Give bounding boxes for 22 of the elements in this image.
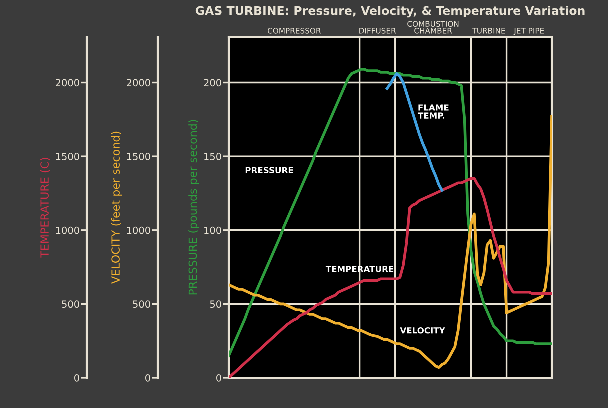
y-tick-label: 0 bbox=[216, 374, 222, 382]
y-tick-label: 50 bbox=[210, 300, 222, 308]
y3-tick-label: 500 bbox=[133, 300, 150, 308]
series-label: PRESSURE bbox=[246, 167, 294, 174]
chart-title: GAS TURBINE: Pressure, Velocity, & Temperature Variation bbox=[196, 6, 585, 18]
y3-tick-label: 2000 bbox=[127, 79, 150, 87]
y3-tick-label: 0 bbox=[146, 374, 150, 382]
y-tick-label: 100 bbox=[204, 226, 222, 234]
y-axis-title: PRESSURE (pounds per second) bbox=[188, 120, 200, 295]
y2-tick-label: 0 bbox=[74, 374, 80, 382]
y2-tick-label: 1500 bbox=[56, 153, 80, 160]
y2-tick-label: 2000 bbox=[56, 79, 80, 87]
series-label: FLAME TEMP. bbox=[418, 104, 449, 119]
y-tick-label: 150 bbox=[204, 153, 222, 160]
y-tick-label: 200 bbox=[204, 79, 222, 87]
y2-tick-label: 500 bbox=[62, 300, 80, 308]
series-label: VELOCITY bbox=[400, 327, 446, 334]
y3-tick-label: 1000 bbox=[127, 226, 150, 234]
y3-axis-title: TEMPERATURE (C) bbox=[40, 158, 50, 258]
y2-tick-label: 1000 bbox=[56, 226, 80, 234]
y3-tick-label: 1500 bbox=[127, 153, 150, 160]
y2-axis-title: VELOCITY (feet per second) bbox=[111, 132, 122, 284]
